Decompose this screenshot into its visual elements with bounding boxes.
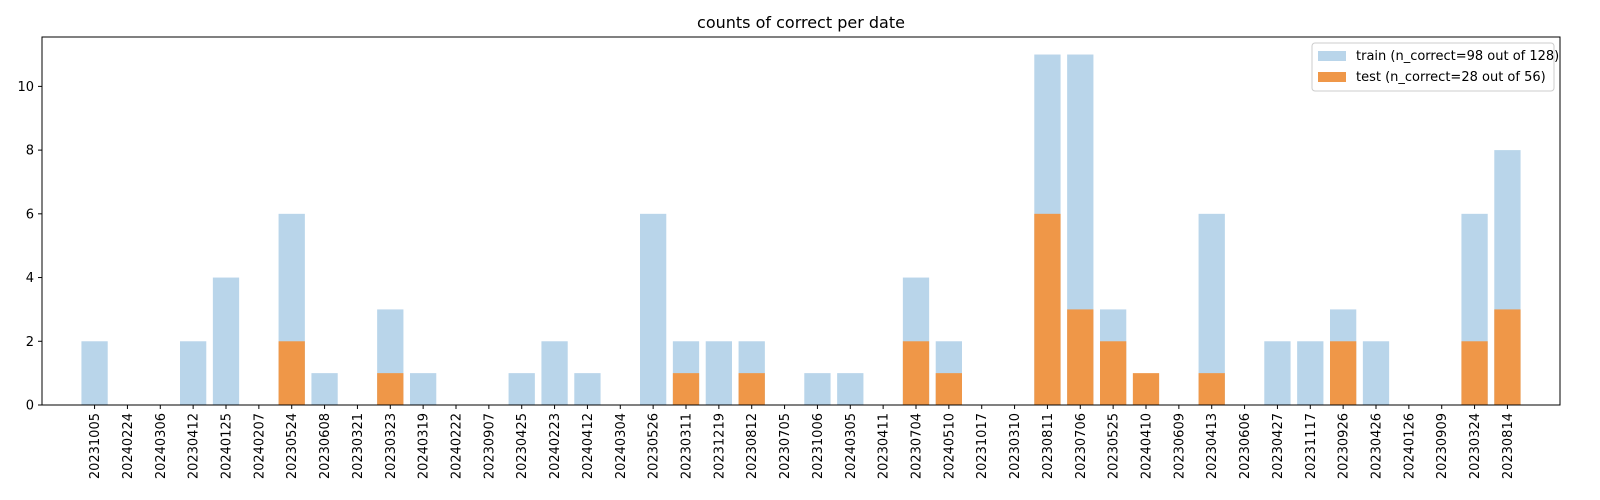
bar-test-20230706 (1067, 309, 1094, 405)
bar-train-20240412 (574, 373, 601, 405)
bar-train-20230526 (640, 213, 667, 405)
x-tick-label: 20231017 (975, 413, 990, 479)
x-tick-label: 20230704 (910, 413, 925, 479)
chart-title: counts of correct per date (697, 13, 905, 32)
legend: train (n_correct=98 out of 128) test (n_… (1311, 42, 1559, 92)
bar-test-20230311 (672, 373, 700, 405)
y-tick-label: 2 (26, 335, 34, 350)
bar-train-20240305 (837, 373, 864, 405)
y-tick-label: 8 (26, 144, 34, 159)
x-tick-label: 20230411 (877, 413, 892, 479)
bar-test-20240510 (935, 373, 962, 405)
x-tick-label: 20240126 (1402, 413, 1417, 479)
x-tick-label: 20230425 (515, 413, 530, 479)
bar-test-20230413 (1198, 373, 1225, 405)
bar-test-20230323 (377, 373, 404, 405)
bar-train-20231006 (804, 373, 831, 405)
x-tick-label: 20230427 (1271, 413, 1286, 479)
y-axis: 0 2 4 6 8 10 (17, 80, 42, 414)
x-tick-label: 20240305 (844, 413, 859, 479)
x-tick-label: 20230310 (1008, 413, 1023, 479)
x-tick-label: 20240207 (252, 413, 267, 479)
legend-box (1311, 42, 1555, 92)
bar-test-20230814 (1494, 309, 1521, 405)
bar-test-20240410 (1132, 373, 1160, 405)
bar-train-20231117 (1297, 341, 1324, 405)
bars-group (81, 54, 1521, 406)
x-tick-label: 20231117 (1304, 413, 1319, 479)
bar-train-20230427 (1264, 341, 1291, 405)
x-tick-label: 20230909 (1435, 413, 1450, 479)
bar-test-20230811 (1034, 213, 1061, 405)
x-axis: 20231005 20240224 20240306 20230412 20240125… (88, 405, 1516, 479)
bar-train-20230426 (1362, 341, 1390, 405)
x-tick-label: 20240319 (417, 413, 432, 479)
x-tick-label: 20230311 (680, 413, 695, 479)
x-tick-label: 20240222 (450, 413, 465, 479)
x-tick-label: 20240510 (942, 413, 957, 479)
x-tick-label: 20240304 (614, 413, 629, 479)
x-tick-label: 20230413 (1205, 413, 1220, 479)
x-tick-label: 20230907 (482, 413, 497, 479)
y-tick-label: 0 (26, 399, 34, 414)
bar-train-20231219 (705, 341, 732, 405)
x-tick-label: 20230321 (351, 413, 366, 479)
legend-label-train: train (n_correct=98 out of 128) (1356, 49, 1559, 64)
x-tick-label: 20230811 (1041, 413, 1056, 479)
y-tick-label: 6 (26, 207, 34, 222)
y-tick-label: 10 (17, 80, 34, 95)
x-tick-label: 20231219 (712, 413, 727, 479)
x-tick-label: 20231005 (88, 413, 103, 479)
bar-train-20231005 (81, 341, 108, 405)
x-tick-label: 20231006 (811, 413, 826, 479)
x-tick-label: 20230609 (1172, 413, 1187, 479)
bar-train-20230608 (311, 373, 338, 405)
x-tick-label: 20240224 (121, 413, 136, 479)
x-tick-label: 20230606 (1238, 413, 1253, 479)
bar-train-20230425 (508, 373, 535, 405)
y-tick-label: 4 (26, 271, 34, 286)
legend-swatch-test (1318, 72, 1346, 82)
x-tick-label: 20240412 (581, 413, 596, 479)
bar-test-20230926 (1330, 341, 1357, 405)
x-tick-label: 20230524 (285, 413, 300, 479)
legend-swatch-train (1318, 51, 1346, 61)
x-tick-label: 20230812 (745, 413, 760, 479)
x-tick-label: 20230412 (187, 413, 202, 479)
bar-test-20230324 (1461, 341, 1488, 405)
legend-label-test: test (n_correct=28 out of 56) (1356, 70, 1546, 85)
bar-train-20240125 (212, 277, 240, 405)
bar-train-20240223 (541, 341, 568, 405)
x-tick-label: 20240306 (154, 413, 169, 479)
x-tick-label: 20230323 (384, 413, 399, 479)
bar-train-20230412 (180, 341, 207, 405)
x-tick-label: 20230426 (1370, 413, 1385, 479)
bar-test-20230812 (738, 373, 765, 405)
bar-test-20230524 (278, 341, 305, 405)
x-tick-label: 20240223 (548, 413, 563, 479)
x-tick-label: 20230324 (1468, 413, 1483, 479)
x-tick-label: 20240410 (1140, 413, 1155, 479)
x-tick-label: 20230706 (1074, 413, 1089, 479)
plot-frame (41, 36, 1561, 406)
bar-train-20240319 (410, 373, 437, 405)
bar-test-20230525 (1100, 341, 1127, 405)
x-tick-label: 20230705 (778, 413, 793, 479)
x-tick-label: 20240125 (220, 413, 235, 479)
x-tick-label: 20230926 (1337, 413, 1352, 479)
bar-test-20230704 (902, 341, 930, 405)
x-tick-label: 20230608 (318, 413, 333, 479)
x-tick-label: 20230525 (1107, 413, 1122, 479)
x-tick-label: 20230814 (1501, 413, 1516, 479)
x-tick-label: 20230526 (647, 413, 662, 479)
